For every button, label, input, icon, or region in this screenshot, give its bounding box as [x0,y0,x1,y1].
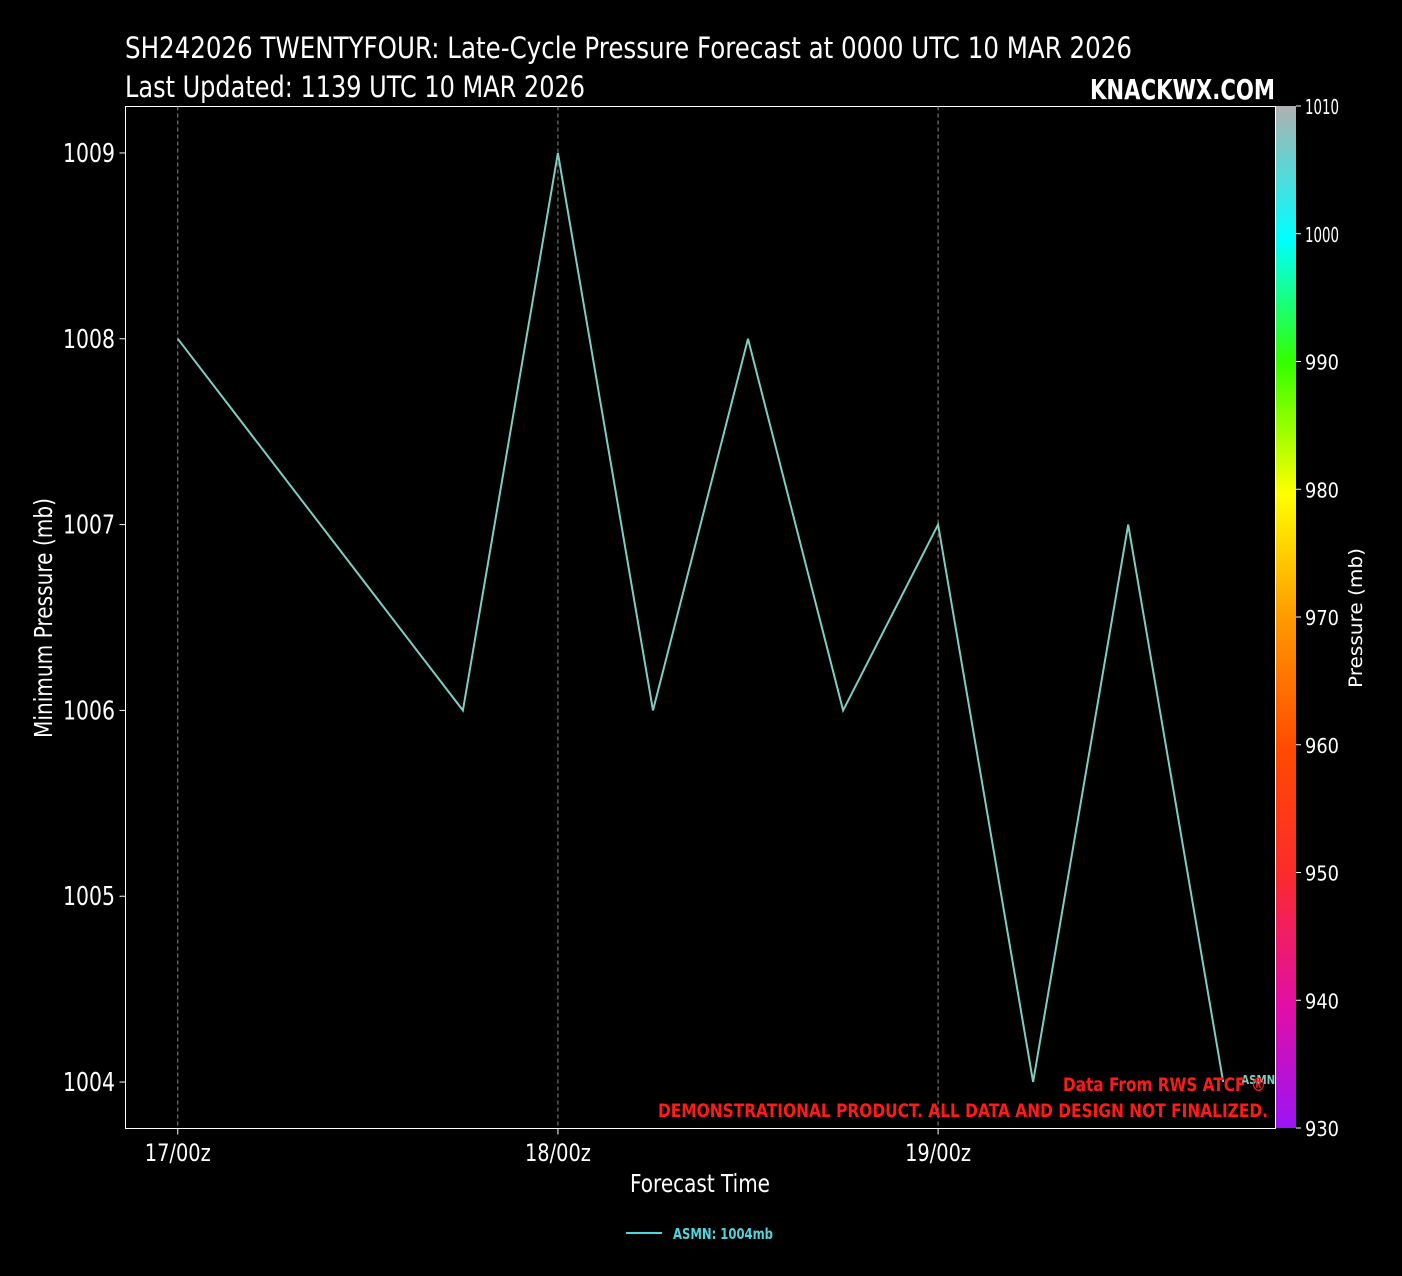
colorbar-tick-label: 1000 [1305,223,1339,247]
series-end-label: ASMN [1241,1073,1275,1087]
x-axis-label: Forecast Time [630,1169,770,1198]
x-tick-label: 17/00z [145,1139,211,1167]
disclaimer-note: DEMONSTRATIONAL PRODUCT. ALL DATA AND DE… [658,1100,1268,1122]
colorbar [1276,106,1296,1128]
plot-area [125,106,1276,1129]
y-tick-label: 1004 [63,1068,115,1098]
y-axis-label: Minimum Pressure (mb) [29,498,58,738]
chart-title: SH242026 TWENTYFOUR: Late-Cycle Pressure… [125,31,1132,65]
x-tick-label: 19/00z [905,1139,971,1167]
series-layer: ASMN [177,152,1275,1087]
colorbar-tick-label: 930 [1305,1117,1339,1141]
y-tick-label: 1006 [63,696,115,726]
colorbar-label: Pressure (mb) [1345,548,1367,688]
y-tick-label: 1007 [63,511,115,541]
chart-subtitle: Last Updated: 1139 UTC 10 MAR 2026 [125,70,585,104]
colorbar-tick-label: 970 [1305,606,1339,630]
colorbar-tick-label: 990 [1305,351,1339,375]
colorbar-tick-label: 950 [1305,862,1339,886]
colorbar-tick-label: 980 [1305,478,1339,502]
series-line-asmn [177,152,1225,1083]
data-source-note: Data From RWS ATCF ® [1063,1074,1266,1096]
colorbar-tick-label: 940 [1305,989,1339,1013]
brand-label: KNACKWX.COM [1090,73,1275,106]
y-tick-label: 1008 [63,325,115,355]
legend-entry: ASMN: 1004mb [673,1225,773,1243]
y-axis: 1004 1005 1006 1007 1008 1009 [63,139,126,1098]
colorbar-tick-label: 1010 [1305,95,1339,119]
colorbar-ticks: 1010 1000 990 980 970 960 950 940 930 [1296,95,1339,1141]
colorbar-tick-label: 960 [1305,734,1339,758]
y-tick-label: 1009 [63,139,115,169]
y-tick-label: 1005 [63,882,115,912]
x-gridlines [177,106,939,1129]
x-axis: 17/00z 18/00z 19/00z [145,1128,971,1167]
x-tick-label: 18/00z [525,1139,591,1167]
